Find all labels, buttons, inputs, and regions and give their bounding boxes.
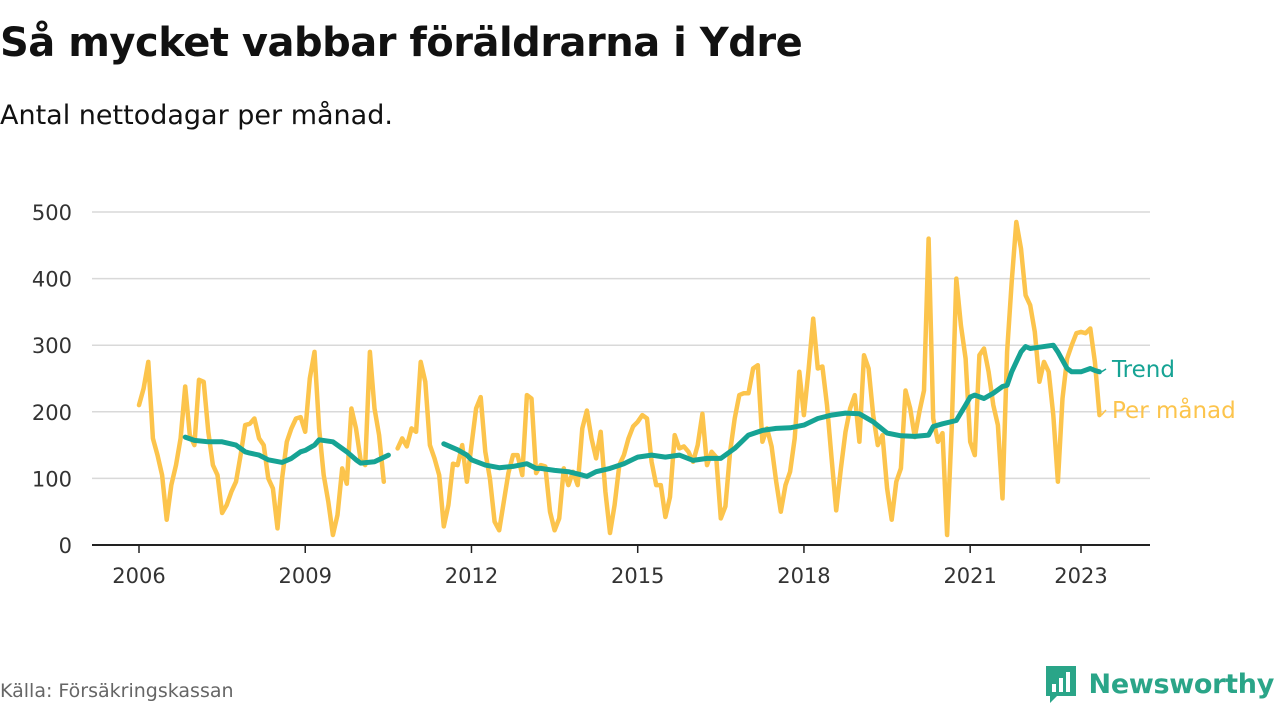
newsworthy-logo: Newsworthy <box>1043 664 1274 704</box>
x-tick-label: 2021 <box>943 564 996 588</box>
y-tick-label: 0 <box>59 534 72 558</box>
y-tick-label: 400 <box>32 268 72 292</box>
x-axis-ticks: 2006 2009 2012 2015 2018 2021 2023 <box>112 545 1108 588</box>
monthly-line <box>136 219 1102 538</box>
y-tick-label: 100 <box>32 467 72 491</box>
y-tick-label: 500 <box>32 201 72 225</box>
x-tick-label: 2009 <box>279 564 332 588</box>
label-leader <box>1101 368 1107 373</box>
monthly-label: Per månad <box>1112 396 1236 424</box>
x-tick-label: 2006 <box>112 564 165 588</box>
bar-chart-logo-icon <box>1045 666 1076 703</box>
x-tick-label: 2012 <box>445 564 498 588</box>
gridlines <box>92 211 1150 480</box>
series-lines <box>136 219 1102 538</box>
x-tick-label: 2015 <box>611 564 664 588</box>
chart-title: Så mycket vabbar föräldrarna i Ydre <box>0 20 803 66</box>
source-note: Källa: Försäkringskassan <box>0 680 234 702</box>
brand-name: Newsworthy <box>1088 668 1275 700</box>
chart-subtitle: Antal nettodagar per månad. <box>0 100 393 131</box>
series-end-labels: Per månad Trend <box>1100 357 1236 424</box>
x-tick-label: 2023 <box>1054 564 1107 588</box>
y-axis-ticks: 0 100 200 300 400 500 <box>32 201 72 558</box>
trend-label: Trend <box>1111 357 1175 383</box>
trend-line <box>182 342 1102 479</box>
label-leader <box>1100 409 1107 416</box>
y-tick-label: 300 <box>32 334 72 358</box>
x-tick-label: 2018 <box>777 564 830 588</box>
y-tick-label: 200 <box>32 401 72 425</box>
